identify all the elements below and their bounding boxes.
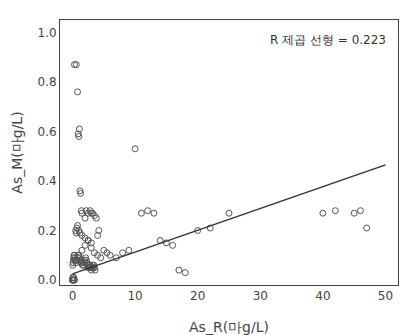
svg-text:As_M(마g/L): As_M(마g/L) xyxy=(9,111,25,193)
svg-text:0.0: 0.0 xyxy=(38,273,57,287)
svg-text:R 제곱 선형 = 0.223: R 제곱 선형 = 0.223 xyxy=(270,33,386,47)
svg-text:0.6: 0.6 xyxy=(38,125,57,139)
svg-text:0.8: 0.8 xyxy=(38,75,57,89)
svg-text:20: 20 xyxy=(190,289,205,303)
svg-text:10: 10 xyxy=(127,289,142,303)
svg-text:0.4: 0.4 xyxy=(38,174,57,188)
svg-text:30: 30 xyxy=(253,289,268,303)
svg-text:1.0: 1.0 xyxy=(38,26,57,40)
svg-text:0.2: 0.2 xyxy=(38,224,57,238)
svg-text:0: 0 xyxy=(69,289,77,303)
svg-text:50: 50 xyxy=(378,289,393,303)
svg-text:40: 40 xyxy=(315,289,330,303)
svg-text:As_R(마g/L): As_R(마g/L) xyxy=(189,319,269,335)
